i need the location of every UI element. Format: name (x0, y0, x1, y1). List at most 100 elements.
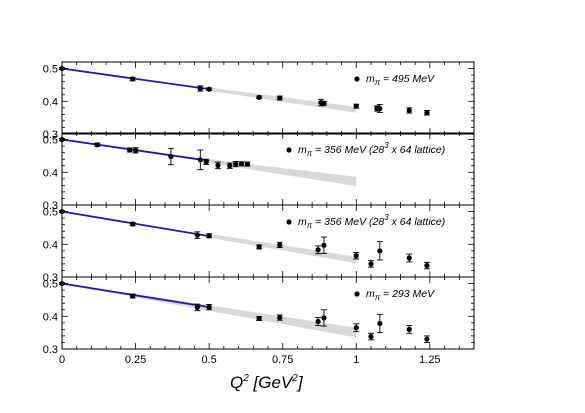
fit-line (61, 282, 210, 308)
data-point (256, 315, 263, 322)
data-point (368, 260, 374, 268)
data-point (315, 245, 322, 255)
data-point (129, 293, 136, 299)
point-marker (238, 161, 245, 167)
point-marker (130, 76, 136, 82)
x-tick-label: 0 (59, 354, 65, 366)
legend-label: mπ = 293 MeV (366, 288, 435, 302)
uncertainty-band (62, 282, 357, 338)
data-point (368, 332, 374, 341)
x-axis-label-unit-open: [GeV (249, 373, 294, 392)
point-marker (194, 232, 200, 238)
y-tick-label: 0.4 (43, 167, 58, 179)
data-point (376, 241, 383, 261)
panel-4: 0.3 0.4 0.5 mπ = 293 MeV (43, 276, 475, 356)
data-point (194, 231, 201, 239)
point-marker (132, 147, 139, 153)
data-point (353, 323, 360, 333)
point-marker (406, 326, 412, 332)
data-point (59, 208, 65, 215)
point-marker (321, 100, 327, 106)
point-marker (197, 85, 203, 92)
panel-2: 0.3 0.4 0.5 mπ = 356 MeV (283 x 64 lattice) (43, 132, 475, 212)
point-marker (368, 261, 374, 267)
y-tick-label: 0.4 (43, 239, 58, 251)
y-tick-label: 0.5 (43, 135, 58, 147)
data-point (129, 221, 136, 227)
point-marker (377, 248, 383, 254)
point-marker (424, 336, 430, 342)
data-point (406, 324, 413, 334)
data-point (206, 304, 213, 311)
legend-label: mπ = 495 MeV (366, 73, 435, 87)
x-axis-label-unit-close: ] (296, 373, 304, 392)
data-point (194, 303, 201, 312)
data-point (406, 253, 413, 263)
legend: mπ = 356 MeV (283 x 64 lattice) (286, 141, 445, 158)
panels: 0.3 0.4 0.5 mπ = 495 MeV 0.3 0.4 0.5 mπ = 356 M… (43, 61, 475, 356)
data-point (232, 161, 239, 168)
data-point (197, 149, 204, 171)
data-point (423, 109, 430, 116)
data-point (129, 76, 136, 82)
point-marker (424, 110, 430, 116)
point-marker (59, 65, 65, 72)
point-marker (127, 147, 133, 153)
x-axis: 0 0.25 0.5 0.75 1 1.25 (59, 354, 441, 366)
x-tick-label: 0.75 (272, 354, 293, 366)
point-marker (315, 247, 321, 253)
point-marker (256, 315, 262, 322)
legend-label: mπ = 356 MeV (283 x 64 lattice) (298, 213, 445, 230)
point-marker (368, 333, 374, 340)
point-marker (353, 103, 359, 109)
point-marker (130, 221, 136, 227)
point-marker (377, 105, 383, 112)
legend-marker (354, 291, 360, 297)
data-point (376, 104, 383, 113)
point-marker (406, 107, 412, 114)
uncertainty-band (209, 233, 357, 264)
data-point (320, 100, 327, 106)
data-point (206, 233, 213, 239)
data-point (203, 158, 210, 165)
data-point (276, 314, 283, 321)
point-marker (227, 163, 233, 169)
point-marker (168, 153, 174, 160)
data-point (276, 95, 283, 101)
y-tick-label: 0.3 (43, 272, 58, 284)
legend-label: mπ = 356 MeV (283 x 64 lattice) (298, 141, 445, 158)
panel-1: 0.3 0.4 0.5 mπ = 495 MeV (43, 61, 475, 141)
point-marker (206, 233, 212, 239)
point-marker (206, 86, 212, 92)
point-marker (94, 142, 100, 148)
y-tick-label: 0.3 (43, 129, 58, 141)
point-marker (315, 318, 321, 325)
data-point (423, 335, 430, 343)
point-marker (233, 161, 239, 167)
x-axis-label: Q2 [GeV2] (230, 373, 304, 392)
point-marker (215, 162, 221, 168)
point-marker (197, 157, 203, 163)
data-point (320, 309, 327, 327)
y-tick-label: 0.3 (43, 200, 58, 212)
point-marker (321, 315, 327, 321)
point-marker (203, 159, 209, 165)
point-marker (353, 253, 359, 259)
data-point (167, 147, 174, 166)
data-point (256, 94, 263, 100)
y-tick-label: 0.5 (43, 207, 58, 219)
data-point (376, 313, 383, 334)
data-point (59, 280, 65, 287)
data-point (423, 261, 430, 270)
data-point (276, 241, 283, 248)
y-tick-label: 0.3 (43, 344, 58, 356)
legend-marker (286, 147, 292, 153)
x-tick-label: 1 (353, 354, 359, 366)
point-marker (130, 293, 136, 299)
point-marker (256, 244, 262, 250)
legend: mπ = 495 MeV (354, 73, 435, 87)
point-marker (353, 325, 359, 331)
fit-line (61, 210, 210, 237)
y-tick-label: 0.5 (43, 64, 58, 76)
